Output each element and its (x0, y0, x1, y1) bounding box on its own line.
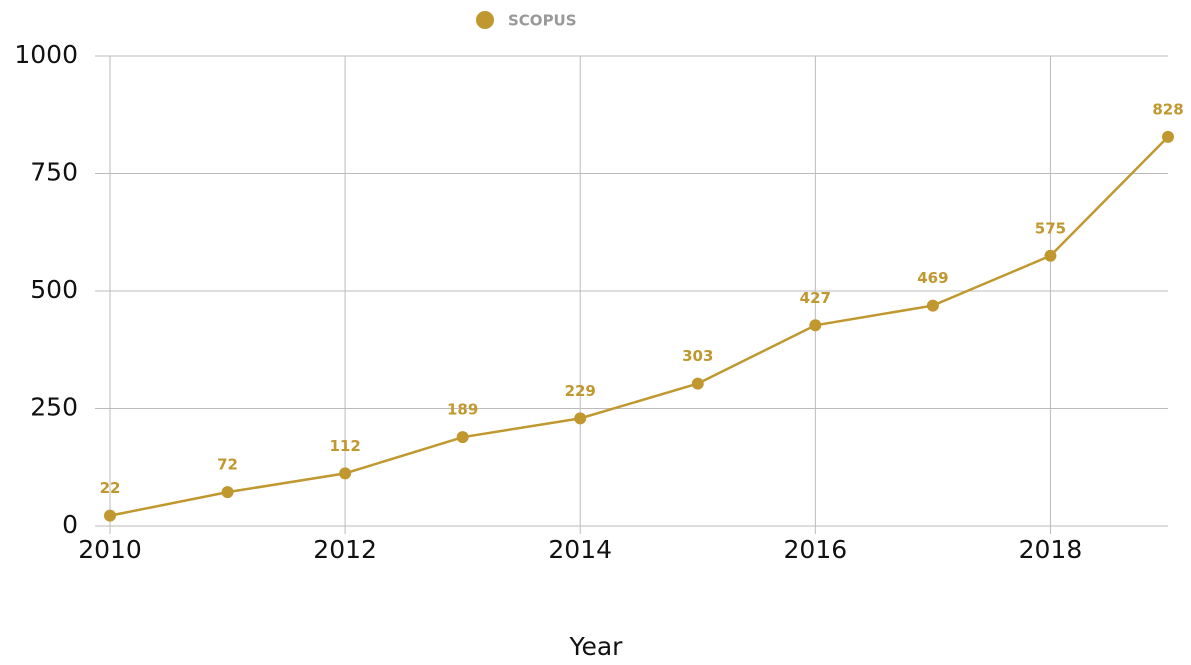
x-axis-label: Year (569, 632, 624, 661)
y-tick-label: 750 (30, 158, 78, 187)
y-tick-label: 0 (62, 510, 78, 539)
data-label: 189 (447, 401, 478, 419)
data-label: 303 (682, 347, 713, 365)
data-point (221, 486, 234, 499)
data-label: 427 (800, 289, 831, 307)
x-tick-label: 2014 (548, 535, 612, 564)
data-label: 112 (329, 437, 360, 455)
data-point (574, 412, 587, 425)
data-point (691, 377, 704, 390)
legend-marker (476, 11, 494, 29)
data-point (339, 467, 352, 480)
y-tick-label: 1000 (14, 40, 78, 69)
legend-label: SCOPUS (508, 12, 577, 30)
data-label: 22 (100, 479, 121, 497)
x-tick-label: 2016 (784, 535, 848, 564)
data-label: 72 (217, 456, 238, 474)
data-label: 229 (565, 382, 596, 400)
data-point (809, 319, 822, 332)
data-point (926, 299, 939, 312)
series-line (109, 135, 1169, 517)
x-tick-label: 2018 (1019, 535, 1083, 564)
data-label: 575 (1035, 219, 1066, 237)
data-point (1162, 130, 1174, 143)
data-point (1044, 249, 1057, 262)
data-point (456, 431, 469, 444)
data-label: 828 (1152, 100, 1183, 118)
x-tick-label: 2012 (313, 535, 377, 564)
data-label: 469 (917, 269, 948, 287)
data-point (104, 509, 116, 522)
y-tick-label: 250 (30, 393, 78, 422)
x-tick-label: 2010 (78, 535, 142, 564)
y-tick-label: 500 (30, 275, 78, 304)
